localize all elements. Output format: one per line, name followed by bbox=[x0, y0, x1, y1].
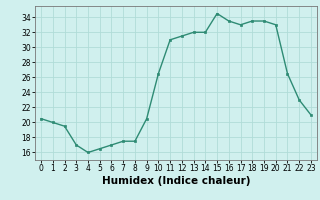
X-axis label: Humidex (Indice chaleur): Humidex (Indice chaleur) bbox=[102, 176, 250, 186]
